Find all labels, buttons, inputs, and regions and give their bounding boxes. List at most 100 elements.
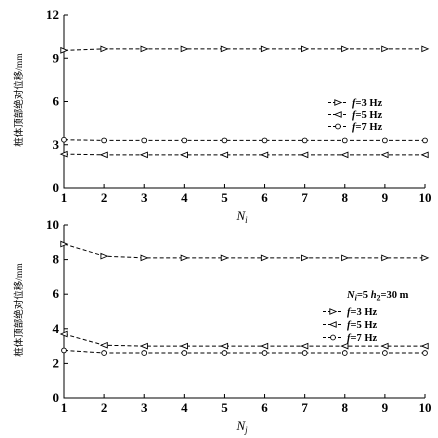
marker-triangle-right <box>381 45 390 53</box>
marker-triangle-left <box>328 321 337 328</box>
marker-triangle-right <box>341 45 350 53</box>
y-tick-label: 0 <box>53 180 60 195</box>
x-tick-label: 4 <box>181 400 188 415</box>
x-tick-label: 3 <box>141 190 148 205</box>
legend-label-rest: =7 Hz <box>356 122 383 133</box>
x-tick-label: 7 <box>301 400 308 415</box>
marker-triangle-right <box>334 99 343 106</box>
marker-triangle-left <box>260 342 269 350</box>
marker-circle <box>341 137 348 144</box>
legend-title-h-rest: =30 m <box>381 290 409 301</box>
marker-triangle-right <box>220 254 229 262</box>
y-tick-label: 4 <box>53 321 60 336</box>
x-axis-label-sub: i <box>245 215 248 225</box>
series-triangle-right <box>60 240 430 262</box>
legend-label-rest: =3 Hz <box>351 307 378 318</box>
marker-triangle-left <box>139 342 148 350</box>
marker-triangle-right <box>180 254 189 262</box>
x-tick-label: 3 <box>141 400 148 415</box>
legend-title-h-sub: 2 <box>377 294 381 303</box>
marker-triangle-right <box>301 254 310 262</box>
x-tick-label: 10 <box>419 190 432 205</box>
legend-title-n-rest: =5 <box>357 290 371 301</box>
x-tick-label: 2 <box>101 400 108 415</box>
legend-label-var: f <box>347 307 352 318</box>
marker-triangle-left <box>420 151 429 159</box>
legend-title-h: h <box>371 290 377 301</box>
legend-label-rest: =5 Hz <box>356 110 383 121</box>
marker-circle <box>382 350 388 356</box>
series-line <box>63 153 425 156</box>
y-tick-label: 2 <box>53 355 60 370</box>
marker-triangle-left <box>59 150 68 158</box>
marker-triangle-left <box>260 151 269 159</box>
series-circle <box>61 136 428 144</box>
legend-label-rest: =7 Hz <box>351 333 378 344</box>
marker-triangle-left <box>179 342 188 350</box>
marker-triangle-right <box>341 254 350 262</box>
x-tick-label: 6 <box>261 190 268 205</box>
series-line <box>63 349 425 354</box>
x-axis-label-sub: j <box>244 425 248 435</box>
marker-triangle-right <box>260 45 269 53</box>
marker-circle <box>61 136 67 143</box>
x-tick-label: 4 <box>181 190 188 205</box>
legend-label-rest: =3 Hz <box>356 98 383 109</box>
marker-triangle-left <box>380 151 389 159</box>
x-tick-label: 7 <box>301 190 308 205</box>
series-line <box>63 333 425 347</box>
marker-triangle-right <box>421 254 430 262</box>
legend-label-var: f <box>352 110 357 121</box>
marker-triangle-right <box>381 254 390 262</box>
x-tick-label: 6 <box>261 400 268 415</box>
y-tick-label: 12 <box>46 7 59 22</box>
x-tick-label: 1 <box>61 190 68 205</box>
marker-circle <box>101 137 107 144</box>
marker-triangle-left <box>139 151 148 159</box>
x-axis-label-main: N <box>236 208 247 223</box>
legend-label-rest: =5 Hz <box>351 320 378 331</box>
legend-label: f=7 Hz <box>347 333 378 344</box>
marker-triangle-right <box>140 254 149 262</box>
marker-triangle-left <box>300 342 309 350</box>
marker-circle <box>181 350 188 356</box>
series-line <box>63 243 425 259</box>
x-tick-label: 10 <box>419 400 432 415</box>
legend-label: f=3 Hz <box>347 307 378 318</box>
y-tick-label: 6 <box>53 286 60 301</box>
legend-label: f=7 Hz <box>352 122 383 133</box>
legend-title: Ni=5 h2=30 m <box>346 290 409 303</box>
x-axis-label: Ni <box>236 208 249 225</box>
marker-triangle-right <box>100 45 109 53</box>
marker-circle <box>422 137 428 144</box>
marker-circle <box>101 350 107 356</box>
marker-triangle-left <box>179 151 188 159</box>
marker-triangle-left <box>333 111 342 118</box>
marker-triangle-left <box>420 342 429 350</box>
x-tick-label: 9 <box>382 400 389 415</box>
marker-circle <box>341 350 348 356</box>
legend-label-var: f <box>352 122 357 133</box>
series-line <box>63 139 425 141</box>
series-line <box>63 48 425 51</box>
marker-triangle-right <box>220 45 229 53</box>
y-tick-label: 8 <box>53 252 60 267</box>
marker-triangle-left <box>59 330 68 338</box>
legend-title-n: N <box>346 290 355 301</box>
marker-circle <box>335 123 341 130</box>
series-triangle-left <box>59 150 429 159</box>
x-axis-label-main: N <box>236 418 247 433</box>
marker-triangle-left <box>220 342 229 350</box>
series-circle <box>61 347 428 356</box>
y-tick-label: 10 <box>46 217 59 232</box>
series-triangle-right <box>60 45 430 54</box>
marker-circle <box>141 137 148 144</box>
marker-triangle-right <box>60 240 69 248</box>
x-tick-label: 9 <box>382 190 389 205</box>
y-tick-label: 9 <box>53 50 60 65</box>
legend-label: f=3 Hz <box>352 98 383 109</box>
x-tick-label: 8 <box>342 190 349 205</box>
